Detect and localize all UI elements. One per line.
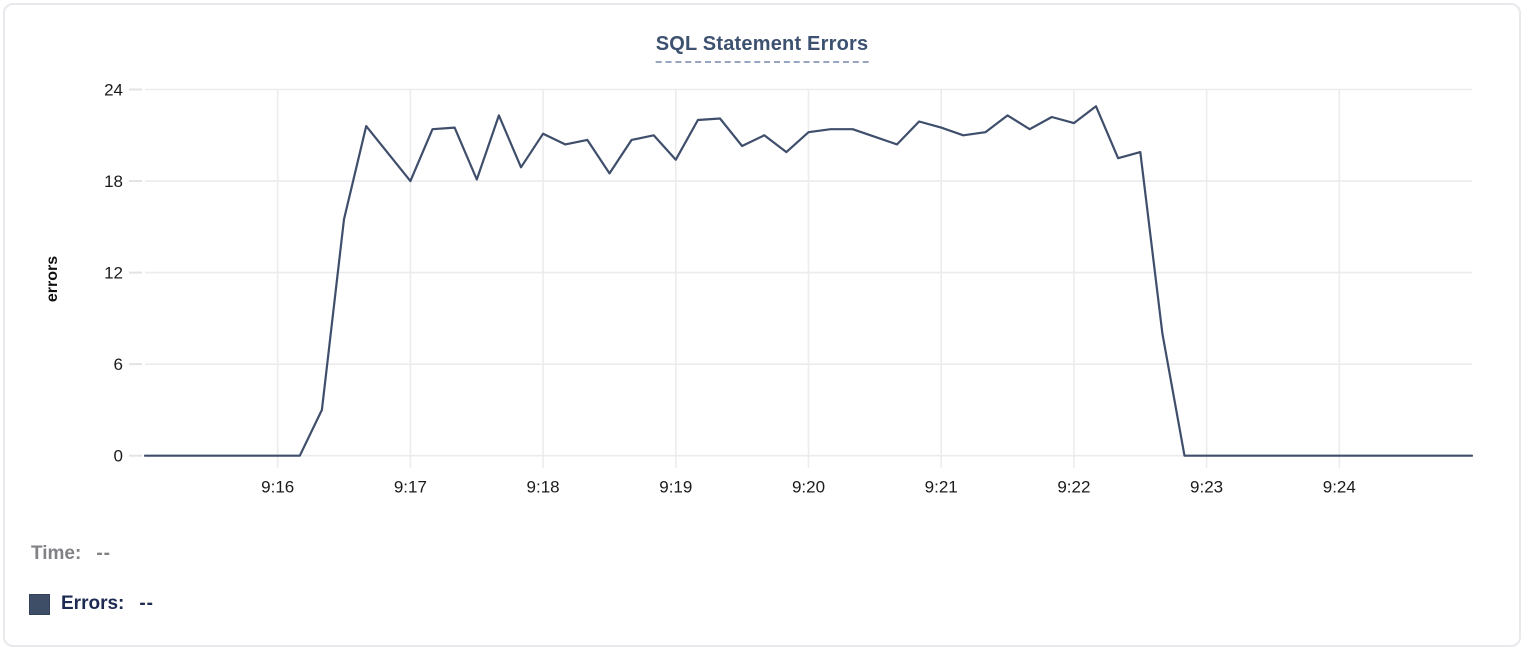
x-tick-label: 9:23 bbox=[1190, 478, 1223, 497]
hover-readout-errors: Errors: -- bbox=[29, 593, 154, 615]
time-value: -- bbox=[96, 543, 111, 564]
x-gridlines: 9:16 9:17 9:18 9:19 9:20 9:21 9:22 9:23 9:24 bbox=[261, 89, 1356, 497]
chart-title[interactable]: SQL Statement Errors bbox=[655, 33, 869, 63]
time-label: Time: bbox=[31, 543, 82, 564]
y-gridlines: 0 6 12 18 24 bbox=[104, 81, 1472, 466]
errors-line-chart[interactable]: 0 6 12 18 24 9:16 9:17 9:18 9:19 9:20 9:21 9:22 9:23… bbox=[5, 5, 1521, 510]
errors-value: -- bbox=[139, 593, 155, 614]
y-tick-label: 6 bbox=[114, 355, 123, 374]
errors-label: Errors: bbox=[61, 593, 125, 614]
x-tick-label: 9:21 bbox=[925, 478, 958, 497]
chart-card: SQL Statement Errors errors 0 6 12 18 24 9:16… bbox=[3, 3, 1521, 647]
y-tick-label: 24 bbox=[104, 81, 123, 100]
errors-series-line bbox=[143, 105, 1474, 457]
x-tick-label: 9:18 bbox=[527, 478, 560, 497]
x-tick-label: 9:16 bbox=[261, 478, 294, 497]
x-tick-label: 9:24 bbox=[1323, 478, 1356, 497]
x-tick-label: 9:22 bbox=[1057, 478, 1090, 497]
y-tick-label: 18 bbox=[104, 172, 123, 191]
hover-readout-time: Time: -- bbox=[31, 543, 111, 565]
y-tick-label: 12 bbox=[104, 264, 123, 283]
y-tick-label: 0 bbox=[114, 447, 123, 466]
series-color-swatch-icon bbox=[29, 593, 50, 615]
x-tick-label: 9:19 bbox=[659, 478, 692, 497]
x-tick-label: 9:17 bbox=[394, 478, 427, 497]
x-tick-label: 9:20 bbox=[792, 478, 825, 497]
